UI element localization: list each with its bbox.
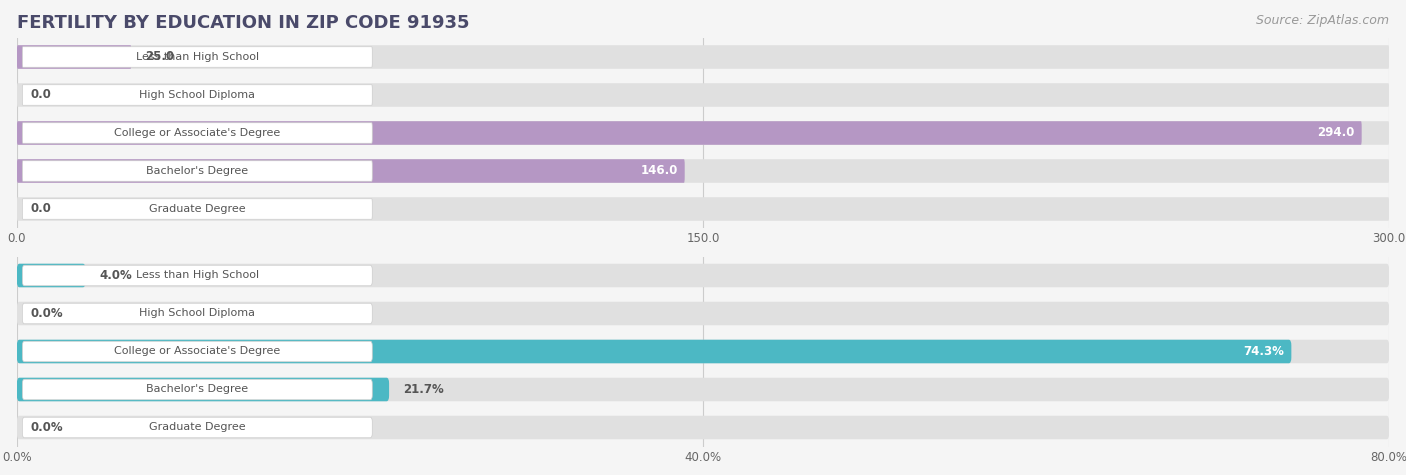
FancyBboxPatch shape: [17, 378, 1389, 401]
FancyBboxPatch shape: [17, 378, 389, 401]
Text: Graduate Degree: Graduate Degree: [149, 422, 246, 433]
FancyBboxPatch shape: [17, 264, 1389, 287]
FancyBboxPatch shape: [17, 340, 1291, 363]
Text: 0.0%: 0.0%: [31, 307, 63, 320]
FancyBboxPatch shape: [17, 159, 685, 183]
FancyBboxPatch shape: [17, 121, 1361, 145]
Text: Less than High School: Less than High School: [136, 270, 259, 281]
FancyBboxPatch shape: [17, 45, 1389, 69]
FancyBboxPatch shape: [22, 85, 373, 105]
Text: 0.0: 0.0: [31, 202, 52, 216]
Text: 21.7%: 21.7%: [402, 383, 443, 396]
Text: 0.0%: 0.0%: [31, 421, 63, 434]
Text: 25.0: 25.0: [145, 50, 174, 64]
Text: High School Diploma: High School Diploma: [139, 308, 256, 319]
FancyBboxPatch shape: [17, 121, 1389, 145]
Text: High School Diploma: High School Diploma: [139, 90, 256, 100]
Text: FERTILITY BY EDUCATION IN ZIP CODE 91935: FERTILITY BY EDUCATION IN ZIP CODE 91935: [17, 14, 470, 32]
FancyBboxPatch shape: [22, 123, 373, 143]
Text: 294.0: 294.0: [1317, 126, 1355, 140]
FancyBboxPatch shape: [17, 302, 1389, 325]
Text: Bachelor's Degree: Bachelor's Degree: [146, 384, 249, 395]
Text: College or Associate's Degree: College or Associate's Degree: [114, 346, 280, 357]
FancyBboxPatch shape: [22, 161, 373, 181]
FancyBboxPatch shape: [17, 45, 131, 69]
Text: Graduate Degree: Graduate Degree: [149, 204, 246, 214]
FancyBboxPatch shape: [17, 197, 1389, 221]
FancyBboxPatch shape: [22, 47, 373, 67]
Text: 4.0%: 4.0%: [100, 269, 132, 282]
Text: College or Associate's Degree: College or Associate's Degree: [114, 128, 280, 138]
Text: 146.0: 146.0: [641, 164, 678, 178]
Text: Source: ZipAtlas.com: Source: ZipAtlas.com: [1256, 14, 1389, 27]
FancyBboxPatch shape: [17, 264, 86, 287]
FancyBboxPatch shape: [22, 199, 373, 219]
FancyBboxPatch shape: [22, 265, 373, 286]
Text: 0.0: 0.0: [31, 88, 52, 102]
FancyBboxPatch shape: [17, 83, 1389, 107]
FancyBboxPatch shape: [17, 340, 1389, 363]
FancyBboxPatch shape: [22, 341, 373, 362]
FancyBboxPatch shape: [22, 379, 373, 400]
Text: Less than High School: Less than High School: [136, 52, 259, 62]
FancyBboxPatch shape: [17, 159, 1389, 183]
Text: Bachelor's Degree: Bachelor's Degree: [146, 166, 249, 176]
FancyBboxPatch shape: [22, 417, 373, 438]
Text: 74.3%: 74.3%: [1244, 345, 1285, 358]
FancyBboxPatch shape: [22, 303, 373, 324]
FancyBboxPatch shape: [17, 416, 1389, 439]
